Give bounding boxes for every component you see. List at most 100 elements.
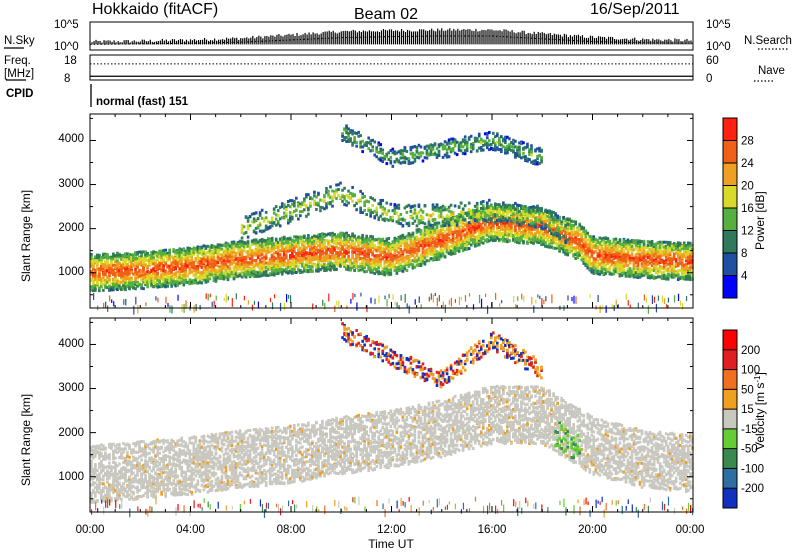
heatmap-cell — [317, 235, 320, 239]
heatmap-cell — [369, 247, 372, 251]
heatmap-cell — [256, 251, 260, 255]
heatmap-cell — [494, 234, 497, 238]
heatmap-cell — [393, 241, 397, 245]
heatmap-cell — [403, 256, 407, 260]
heatmap-cell — [128, 260, 131, 264]
heatmap-cell — [483, 216, 487, 220]
heatmap-cell — [218, 267, 222, 271]
heatmap-cell — [343, 232, 346, 236]
heatmap-cell — [303, 256, 306, 260]
heatmap-cell — [102, 267, 105, 271]
heatmap-cell — [293, 270, 296, 274]
heatmap-cell — [284, 269, 288, 273]
heatmap-cell — [216, 272, 220, 276]
heatmap-cell — [166, 254, 169, 258]
heatmap-cell — [278, 249, 282, 253]
heatmap-cell — [154, 263, 157, 267]
heatmap-cell — [240, 265, 244, 269]
heatmap-cell — [204, 246, 208, 250]
heatmap-cell — [178, 250, 182, 254]
heatmap-cell — [443, 244, 447, 248]
heatmap-cell — [174, 284, 178, 288]
heatmap-cell — [359, 265, 362, 269]
heatmap-cell — [148, 280, 151, 284]
heatmap-cell — [192, 264, 196, 268]
heatmap-cell — [250, 273, 254, 277]
heatmap-cell — [100, 256, 103, 260]
heatmap-cell — [232, 259, 236, 263]
heatmap-cell — [90, 277, 93, 281]
heatmap-cell — [433, 250, 437, 254]
heatmap-cell — [182, 263, 186, 267]
heatmap-cell — [128, 285, 131, 289]
heatmap-cell — [397, 235, 401, 239]
heatmap-cell — [439, 253, 443, 257]
heatmap-cell — [184, 274, 188, 278]
heatmap-cell — [417, 243, 421, 247]
heatmap-cell — [339, 243, 342, 247]
heatmap-cell — [104, 269, 107, 273]
heatmap-cell — [333, 236, 336, 240]
heatmap-cell — [512, 215, 515, 219]
heatmap-cell — [152, 280, 155, 284]
heatmap-cell — [144, 272, 147, 276]
heatmap-cell — [168, 271, 171, 275]
heatmap-cell — [421, 247, 425, 251]
heatmap-cell — [216, 250, 220, 254]
heatmap-cell — [305, 261, 308, 265]
heatmap-cell — [198, 259, 202, 263]
heatmap-cell — [453, 250, 457, 254]
heatmap-cell — [437, 256, 441, 260]
heatmap-cell — [331, 240, 334, 244]
heatmap-cell — [190, 253, 194, 257]
heatmap-cell — [498, 234, 501, 238]
heatmap-cell — [363, 240, 366, 244]
heatmap-cell — [264, 243, 268, 247]
heatmap-cell — [429, 230, 433, 234]
heatmap-cell — [260, 252, 264, 256]
heatmap-cell — [333, 264, 336, 268]
heatmap-cell — [431, 237, 435, 241]
heatmap-cell — [254, 241, 258, 245]
heatmap-cell — [254, 251, 258, 255]
heatmap-cell — [196, 260, 200, 264]
heatmap-cell — [258, 253, 262, 257]
heatmap-cell — [413, 257, 417, 261]
heatmap-cell — [465, 238, 469, 242]
heatmap-cell — [110, 271, 113, 275]
heatmap-cell — [477, 223, 481, 227]
heatmap-cell — [419, 259, 423, 263]
heatmap-cell — [477, 216, 481, 220]
heatmap-cell — [138, 282, 141, 286]
heatmap-cell — [379, 253, 383, 257]
heatmap-cell — [254, 258, 258, 262]
heatmap-cell — [429, 239, 433, 243]
heatmap-cell — [116, 264, 119, 268]
heatmap-cell — [355, 237, 358, 241]
heatmap-cell — [399, 241, 403, 245]
heatmap-cell — [473, 230, 477, 234]
heatmap-cell — [343, 235, 346, 239]
heatmap-cell — [481, 232, 485, 236]
heatmap-cell — [258, 245, 262, 249]
heatmap-cell — [266, 273, 270, 277]
heatmap-cell — [321, 233, 324, 237]
heatmap-cell — [295, 238, 298, 242]
heatmap-cell — [104, 263, 107, 267]
heatmap-cell — [301, 246, 304, 250]
heatmap-cell — [244, 264, 248, 268]
heatmap-cell — [236, 251, 240, 255]
heatmap-cell — [327, 247, 330, 251]
heatmap-cell — [357, 243, 360, 247]
heatmap-cell — [381, 237, 385, 241]
heatmap-cell — [455, 242, 459, 246]
heatmap-cell — [365, 263, 368, 267]
heatmap-cell — [206, 259, 210, 263]
heatmap-cell — [118, 285, 121, 289]
heatmap-cell — [216, 268, 220, 272]
heatmap-cell — [321, 237, 324, 241]
heatmap-cell — [108, 263, 111, 267]
heatmap-cell — [305, 258, 308, 262]
heatmap-cell — [104, 260, 107, 264]
heatmap-cell — [164, 269, 167, 273]
